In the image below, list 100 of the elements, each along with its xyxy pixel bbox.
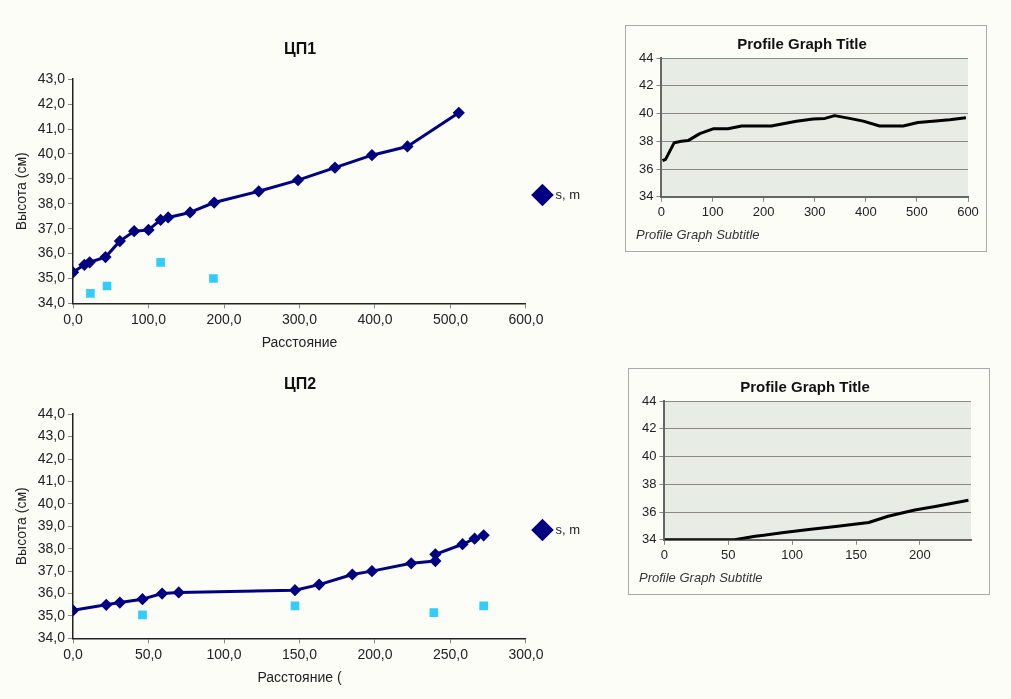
point <box>114 597 126 609</box>
y-tick-label: 42,0 <box>37 94 66 111</box>
point <box>114 235 126 247</box>
x-tick-label: 600,0 <box>508 310 544 327</box>
y-tick-label: 38 <box>638 132 654 148</box>
y-tick-label: 43,0 <box>37 427 66 444</box>
x-tick-label: 400 <box>854 204 877 220</box>
point <box>209 274 218 283</box>
legend-label: s, m <box>555 186 581 202</box>
x-tick-label: 50 <box>721 547 736 563</box>
point <box>156 588 168 600</box>
x-tick-label: 100,0 <box>131 310 167 327</box>
point <box>155 214 167 226</box>
point <box>138 610 147 620</box>
y-tick-label: 42 <box>638 77 654 93</box>
point <box>100 599 112 611</box>
y-tick-label: 35,0 <box>37 606 66 623</box>
x-tick-label: 300,0 <box>508 645 544 662</box>
y-tick-label: 44 <box>638 49 654 65</box>
x-tick-label: 100 <box>701 204 724 220</box>
point <box>156 257 165 267</box>
point <box>479 601 489 611</box>
y-tick-label: 34,0 <box>37 294 66 311</box>
point <box>253 185 265 197</box>
y-tick-label: 41,0 <box>37 472 66 489</box>
point <box>346 569 358 580</box>
point <box>453 107 465 119</box>
chart-title: ЦП2 <box>283 375 317 393</box>
point <box>469 533 481 545</box>
chart-title: ЦП1 <box>283 40 317 58</box>
y-tick-label: 38,0 <box>37 194 66 211</box>
y-tick-label: 42,0 <box>37 449 66 466</box>
x-tick-label: 250,0 <box>432 645 469 662</box>
point <box>84 256 96 268</box>
x-tick-label: 300,0 <box>281 310 318 327</box>
point <box>457 538 469 550</box>
point <box>136 593 148 605</box>
point <box>162 211 174 223</box>
x-tick-label: 200,0 <box>206 310 242 327</box>
x-tick-label: 300 <box>803 204 826 220</box>
x-tick-label: 200 <box>909 547 931 563</box>
y-tick-label: 34 <box>641 531 657 547</box>
chart-title: Profile Graph Title <box>740 378 870 396</box>
point <box>208 197 220 209</box>
y-axis-title: Высота (см) <box>13 152 30 231</box>
x-tick-label: 0 <box>660 547 669 563</box>
x-tick-label: 0 <box>657 204 666 220</box>
y-tick-label: 38 <box>641 475 657 491</box>
point <box>292 174 304 186</box>
y-tick-label: 36,0 <box>37 584 66 601</box>
x-tick-label: 50,0 <box>134 645 163 662</box>
y-tick-label: 40,0 <box>37 494 66 511</box>
text: Profile Graph Subtitle <box>639 569 763 585</box>
y-tick-label: 37,0 <box>37 219 66 236</box>
x-tick-label: 100,0 <box>206 645 242 662</box>
y-tick-label: 35,0 <box>37 269 66 286</box>
y-tick-label: 34 <box>638 188 654 204</box>
x-tick-label: 100 <box>781 547 804 563</box>
x-axis-title: Расстояние ( <box>257 669 342 686</box>
x-tick-label: 200 <box>752 204 775 220</box>
y-tick-label: 44 <box>641 392 657 408</box>
x-tick-label: 0,0 <box>63 310 83 327</box>
y-tick-label: 36,0 <box>37 244 66 261</box>
y-tick-label: 40 <box>641 448 657 464</box>
x-tick-label: 500 <box>906 204 928 220</box>
x-tick-label: 150,0 <box>281 645 318 662</box>
point <box>405 557 417 569</box>
x-tick-label: 400,0 <box>357 310 393 327</box>
y-axis-title: Высота (см) <box>13 487 30 566</box>
point <box>366 149 378 161</box>
point <box>289 584 301 596</box>
y-tick-label: 34,0 <box>37 629 66 646</box>
x-tick-label: 150 <box>845 547 867 563</box>
x-axis-title: Расстояние <box>261 334 338 351</box>
y-tick-label: 40,0 <box>37 144 66 161</box>
point <box>128 225 140 237</box>
y-tick-label: 40 <box>638 105 654 121</box>
point <box>366 565 378 577</box>
point <box>429 608 439 617</box>
y-tick-label: 39,0 <box>37 517 66 534</box>
x-tick-label: 600 <box>957 204 979 220</box>
x-tick-label: 500,0 <box>432 310 469 327</box>
point <box>100 251 112 263</box>
point <box>313 579 325 591</box>
point <box>143 224 155 236</box>
point <box>184 206 196 218</box>
point <box>102 281 112 291</box>
point <box>329 162 341 174</box>
y-tick-label: 36 <box>638 160 654 176</box>
point <box>173 586 185 598</box>
y-tick-label: 43,0 <box>37 70 66 87</box>
x-tick-label: 0,0 <box>63 645 83 662</box>
y-tick-label: 39,0 <box>37 169 66 186</box>
chart-title: Profile Graph Title <box>737 35 867 53</box>
text: Profile Graph Subtitle <box>636 226 760 242</box>
x-tick-label: 200,0 <box>357 645 393 662</box>
point <box>290 601 300 611</box>
point <box>86 289 95 298</box>
legend-label: s, m <box>555 521 581 537</box>
point <box>478 529 490 541</box>
